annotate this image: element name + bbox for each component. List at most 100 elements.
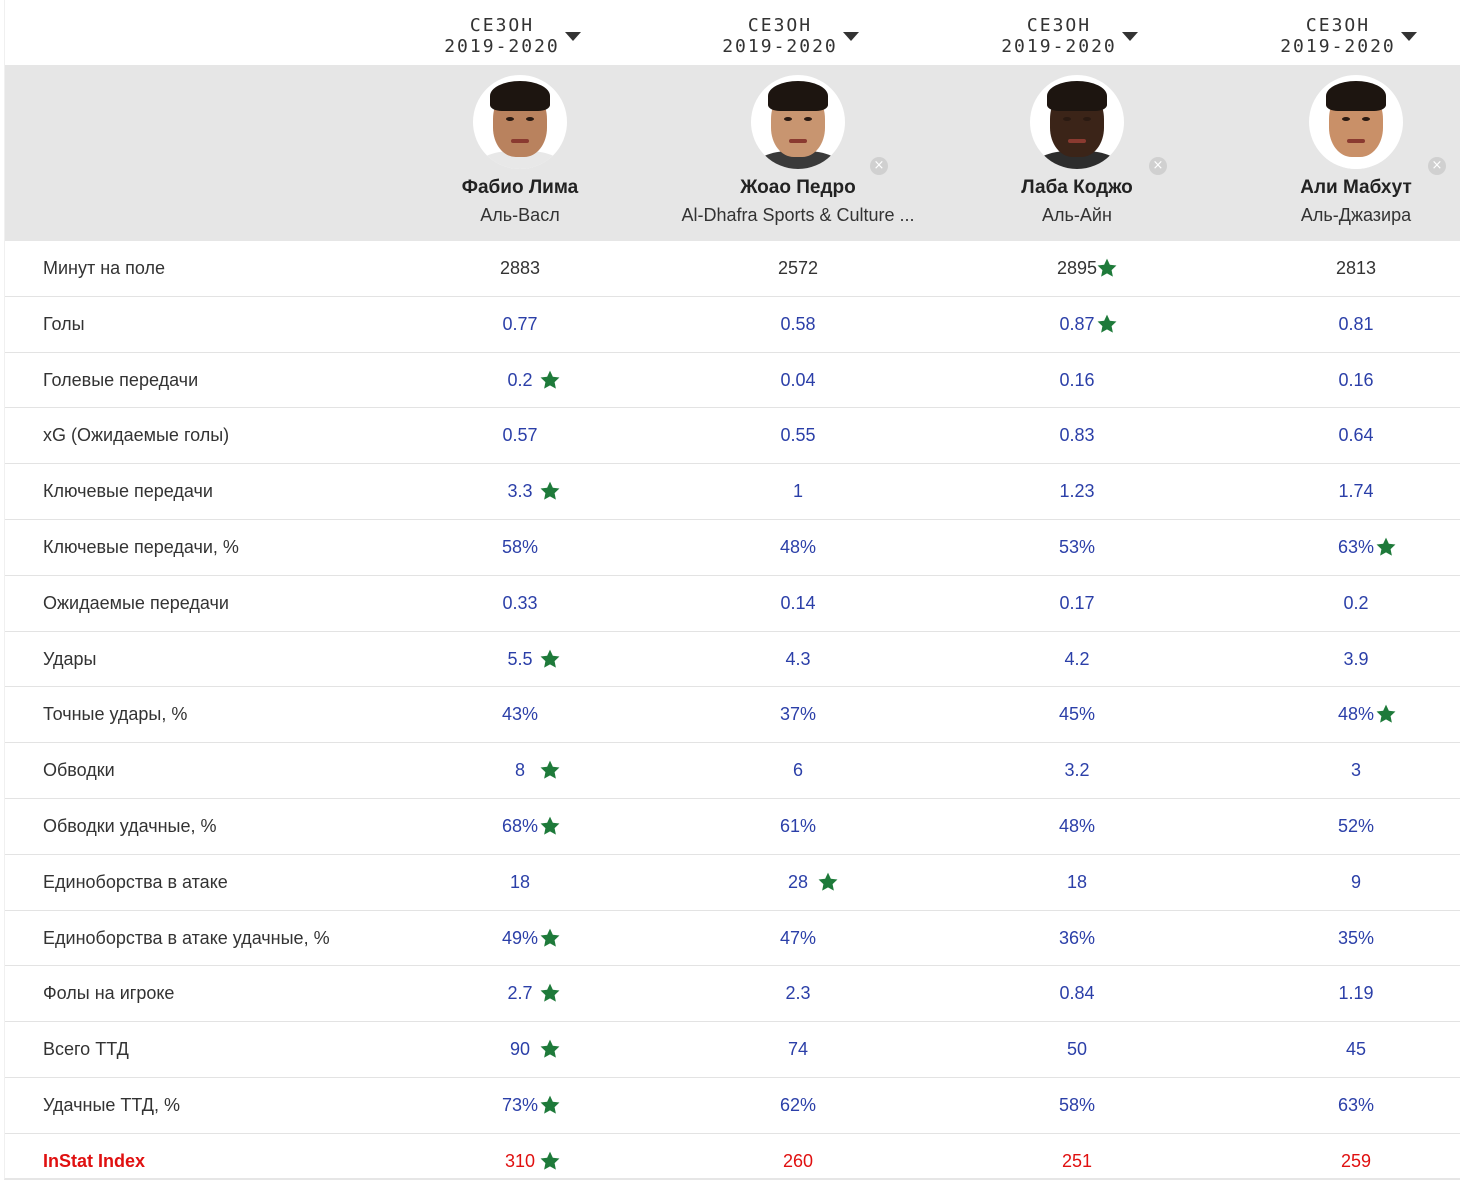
stat-value[interactable]: 58% [501, 536, 539, 557]
stat-value[interactable]: 0.04 [780, 369, 816, 390]
instat-index-row: InStat Index 310 260 251 259 [5, 1134, 1460, 1190]
stat-value[interactable]: 0.84 [1059, 983, 1095, 1004]
stat-value[interactable]: 35% [1337, 927, 1375, 948]
stat-cell: 37% [659, 687, 937, 742]
stat-value[interactable]: 63% [1337, 1094, 1375, 1115]
stat-value[interactable]: 49% [501, 927, 539, 948]
player-name[interactable]: Лаба Коджо [1021, 177, 1133, 198]
stat-value[interactable]: 90 [509, 1039, 531, 1060]
stat-value[interactable]: 74 [787, 1039, 809, 1060]
stat-value[interactable]: 0.16 [1059, 369, 1095, 390]
stat-value[interactable]: 50 [1066, 1039, 1088, 1060]
stat-value[interactable]: 0.2 [507, 369, 533, 390]
chevron-down-icon[interactable] [565, 32, 581, 41]
stat-value[interactable]: 1.74 [1338, 481, 1374, 502]
stat-value[interactable]: 48% [1058, 815, 1096, 836]
player-card: × Лаба Коджо Аль-Айн [938, 65, 1216, 241]
stat-value[interactable]: 0.87 [1059, 313, 1095, 334]
stat-value[interactable]: 45% [1058, 704, 1096, 725]
chevron-down-icon[interactable] [1122, 32, 1138, 41]
stat-value[interactable]: 0.58 [780, 313, 816, 334]
best-value-star-icon [540, 760, 560, 779]
stat-value[interactable]: 8 [514, 760, 525, 781]
avatar-mouth [789, 139, 807, 143]
stat-cell: 251 [938, 1134, 1216, 1189]
stat-value[interactable]: 28 [787, 871, 809, 892]
stat-label: Удары [43, 648, 97, 669]
stat-value[interactable]: 43% [501, 704, 539, 725]
stat-value[interactable]: 0.17 [1059, 592, 1095, 613]
stat-cell: 3 [1217, 743, 1460, 798]
stat-value[interactable]: 4.3 [785, 648, 811, 669]
stat-cell: 61% [659, 799, 937, 854]
stat-value[interactable]: 0.14 [780, 592, 816, 613]
avatar-eye [526, 117, 534, 121]
stat-value[interactable]: 3 [1350, 760, 1361, 781]
best-value-star-icon [540, 1039, 560, 1058]
stat-row: Всего ТТД 90 74 50 45 [5, 1022, 1460, 1078]
player-name[interactable]: Али Мабхут [1300, 177, 1412, 198]
avatar-hair [768, 81, 828, 111]
stat-value[interactable]: 73% [501, 1094, 539, 1115]
avatar-eye [1362, 117, 1370, 121]
stat-value[interactable]: 37% [779, 704, 817, 725]
stat-value[interactable]: 52% [1337, 815, 1375, 836]
stat-value[interactable]: 1.23 [1059, 481, 1095, 502]
stat-value[interactable]: 6 [792, 760, 803, 781]
stat-value[interactable]: 3.9 [1343, 648, 1369, 669]
player-name[interactable]: Жоао Педро [740, 177, 856, 198]
stat-value[interactable]: 0.64 [1338, 425, 1374, 446]
stat-cell: 0.04 [659, 353, 937, 408]
avatar-hair [490, 81, 550, 111]
season-dropdown[interactable]: СЕЗОН 2019-2020 [994, 14, 1194, 60]
stat-value[interactable]: 0.83 [1059, 425, 1095, 446]
stat-value[interactable]: 45 [1345, 1039, 1367, 1060]
stat-value[interactable]: 3.2 [1064, 760, 1090, 781]
season-dropdown[interactable]: СЕЗОН 2019-2020 [1273, 14, 1460, 60]
remove-player-icon[interactable]: × [1428, 157, 1446, 175]
stat-value[interactable]: 0.16 [1338, 369, 1374, 390]
stat-value[interactable]: 0.57 [502, 425, 538, 446]
stat-value[interactable]: 48% [1337, 704, 1375, 725]
stat-value[interactable]: 2.3 [785, 983, 811, 1004]
stat-value[interactable]: 0.77 [502, 313, 538, 334]
stat-value[interactable]: 47% [779, 927, 817, 948]
avatar-eye [784, 117, 792, 121]
stat-value[interactable]: 9 [1350, 871, 1361, 892]
stat-value[interactable]: 18 [509, 871, 531, 892]
stat-value[interactable]: 48% [779, 536, 817, 557]
stat-value[interactable]: 58% [1058, 1094, 1096, 1115]
stat-value[interactable]: 0.81 [1338, 313, 1374, 334]
stat-value[interactable]: 5.5 [507, 648, 533, 669]
best-value-star-icon [540, 984, 560, 1002]
chevron-down-icon[interactable] [843, 32, 859, 41]
player-name[interactable]: Фабио Лима [461, 177, 579, 198]
stat-cell: 260 [659, 1134, 937, 1189]
stat-value[interactable]: 63% [1337, 536, 1375, 557]
stat-cell: 5.5 [381, 632, 659, 687]
stat-label: Ключевые передачи, % [43, 536, 239, 557]
stat-label: Минут на поле [43, 258, 166, 278]
chevron-down-icon[interactable] [1401, 32, 1417, 41]
stat-value[interactable]: 68% [501, 815, 539, 836]
season-dropdown[interactable]: СЕЗОН 2019-2020 [715, 14, 915, 60]
stat-value[interactable]: 36% [1058, 927, 1096, 948]
stat-value[interactable]: 1.19 [1338, 983, 1374, 1004]
remove-player-icon[interactable]: × [870, 157, 888, 175]
stat-value[interactable]: 18 [1066, 871, 1088, 892]
stat-value[interactable]: 1 [792, 481, 803, 502]
stat-cell: 1 [659, 464, 937, 519]
stat-value[interactable]: 61% [779, 815, 817, 836]
stat-value[interactable]: 0.2 [1343, 592, 1369, 613]
stat-value[interactable]: 0.55 [780, 425, 816, 446]
remove-player-icon[interactable]: × [1149, 157, 1167, 175]
stat-value[interactable]: 0.33 [502, 592, 538, 613]
stat-value[interactable]: 2.7 [507, 983, 533, 1004]
stat-value[interactable]: 62% [779, 1094, 817, 1115]
stat-label: Голы [43, 313, 85, 334]
stat-value[interactable]: 4.2 [1064, 648, 1090, 669]
stat-value[interactable]: 53% [1058, 536, 1096, 557]
stat-label: xG (Ожидаемые голы) [43, 425, 230, 446]
season-dropdown[interactable]: СЕЗОН 2019-2020 [437, 14, 637, 60]
stat-value[interactable]: 3.3 [507, 481, 533, 502]
